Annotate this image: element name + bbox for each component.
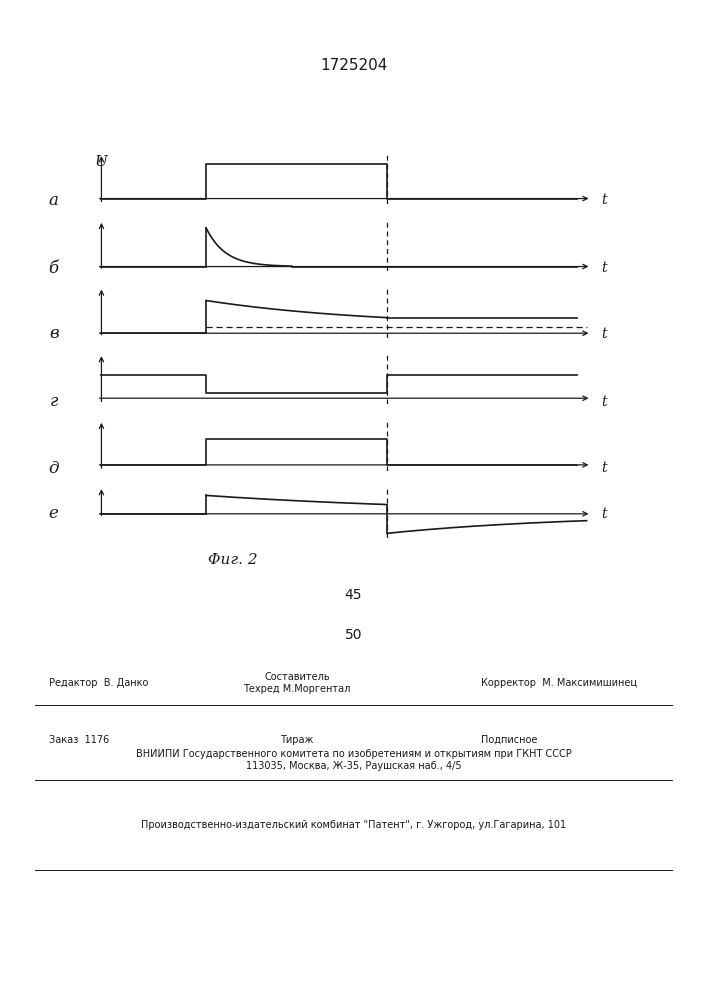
Text: 50: 50 — [345, 628, 362, 642]
Text: Редактор  В. Данко: Редактор В. Данко — [49, 678, 149, 688]
Text: г: г — [49, 393, 58, 410]
Text: а: а — [49, 192, 59, 209]
Text: Составитель: Составитель — [264, 672, 329, 682]
Text: д: д — [49, 460, 59, 477]
Text: Подписное: Подписное — [481, 735, 537, 745]
Text: Тираж: Тираж — [280, 735, 314, 745]
Text: Φиг. 2: Φиг. 2 — [209, 553, 258, 567]
Text: t: t — [601, 193, 607, 207]
Text: t: t — [601, 327, 607, 341]
Text: t: t — [601, 395, 607, 409]
Text: U: U — [95, 155, 108, 169]
Text: Заказ  1176: Заказ 1176 — [49, 735, 110, 745]
Text: 45: 45 — [345, 588, 362, 602]
Text: t: t — [601, 461, 607, 475]
Text: е: е — [49, 505, 59, 522]
Text: 113035, Москва, Ж-35, Раушская наб., 4/5: 113035, Москва, Ж-35, Раушская наб., 4/5 — [246, 761, 461, 771]
Text: ВНИИПИ Государственного комитета по изобретениям и открытиям при ГКНТ СССР: ВНИИПИ Государственного комитета по изоб… — [136, 749, 571, 759]
Text: t: t — [601, 261, 607, 275]
Text: 1725204: 1725204 — [320, 57, 387, 73]
Text: Производственно-издательский комбинат "Патент", г. Ужгород, ул.Гагарина, 101: Производственно-издательский комбинат "П… — [141, 820, 566, 830]
Text: в: в — [49, 325, 59, 342]
Text: Техред М.Моргентал: Техред М.Моргентал — [243, 684, 351, 694]
Text: б: б — [49, 260, 59, 277]
Text: t: t — [601, 507, 607, 521]
Text: Корректор  М. Максимишинец: Корректор М. Максимишинец — [481, 678, 637, 688]
